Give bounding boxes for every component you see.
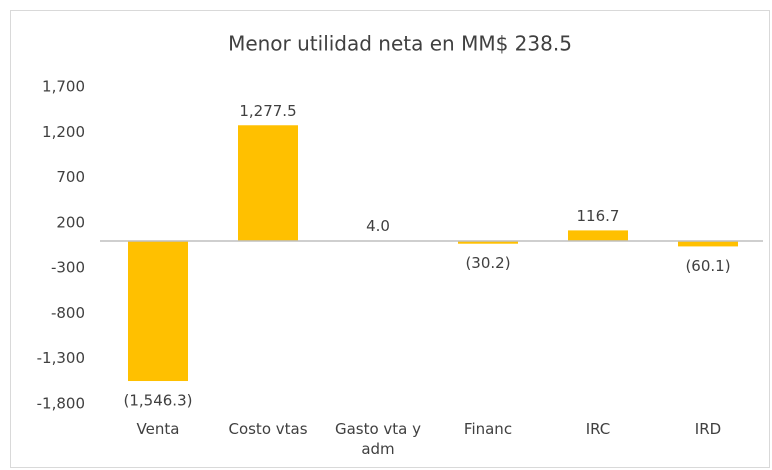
bar: [568, 230, 628, 241]
y-tick-label: -300: [51, 259, 85, 277]
data-label: (60.1): [685, 257, 730, 275]
x-tick-label: Financ: [463, 420, 513, 438]
x-tick-label: Venta: [136, 420, 180, 438]
y-tick-label: 1,700: [42, 78, 85, 96]
y-tick-label: -1,800: [37, 395, 85, 413]
bar: [458, 240, 518, 244]
chart-border: [10, 10, 770, 468]
y-tick-label: 1,200: [42, 123, 85, 141]
data-label: 1,277.5: [239, 102, 296, 120]
y-tick-label: -800: [51, 304, 85, 322]
data-label: 4.0: [366, 217, 390, 235]
data-label: 116.7: [577, 207, 620, 225]
x-tick-label: Costo vtas: [228, 420, 308, 438]
bar: [238, 125, 298, 241]
x-tick-label: Gasto vta y adm: [334, 420, 422, 458]
chart-title: Menor utilidad neta en MM$ 238.5: [228, 32, 572, 56]
x-tick-label: IRC: [585, 420, 611, 438]
bar: [128, 240, 188, 382]
data-label: (1,546.3): [124, 392, 193, 410]
data-label: (30.2): [465, 254, 510, 272]
y-tick-label: -1,300: [37, 349, 85, 367]
x-tick-label: IRD: [694, 420, 722, 438]
bar: [678, 240, 738, 247]
y-tick-label: 200: [56, 213, 85, 231]
y-tick-label: 700: [56, 168, 85, 186]
